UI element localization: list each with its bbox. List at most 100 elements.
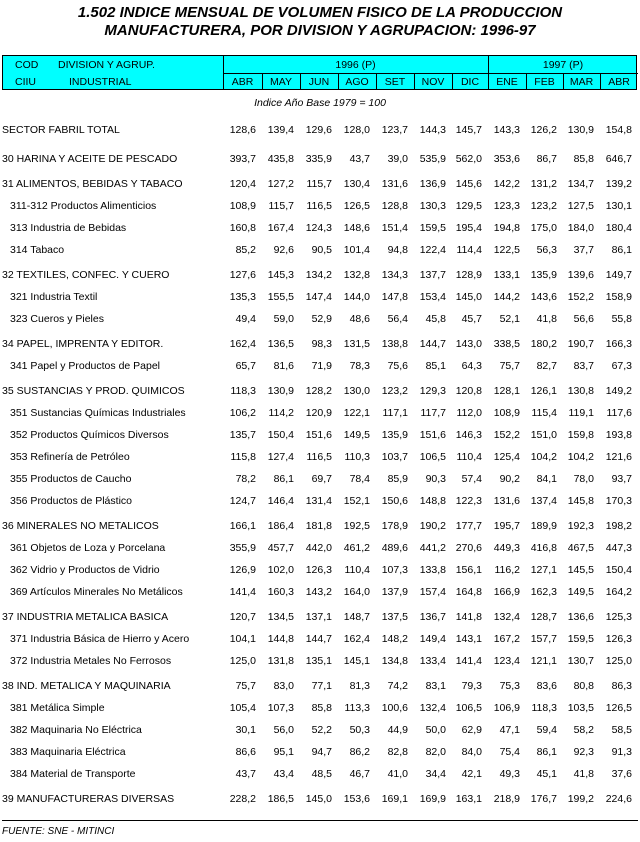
value-cell: 46,7 (349, 768, 370, 780)
group-row: 341 Papel y Productos de Papel 65,7 81,6 71… (0, 359, 640, 381)
row-label: 37 INDUSTRIA METALICA BASICA (2, 611, 169, 623)
header-column-divider (376, 73, 377, 90)
value-cell: 122,5 (493, 244, 520, 256)
value-cell: 128,9 (455, 269, 482, 281)
header-month: MAY (270, 76, 292, 88)
value-cell: 130,0 (343, 385, 370, 397)
value-cell: 119,1 (568, 407, 595, 419)
value-cell: 48,5 (311, 768, 332, 780)
value-cell: 646,7 (605, 153, 632, 165)
value-cell: 84,1 (536, 473, 557, 485)
value-cell: 134,2 (305, 269, 332, 281)
value-cell: 160,8 (229, 222, 256, 234)
value-cell: 62,9 (461, 724, 482, 736)
group-row: 369 Artículos Minerales No Metálicos 141,… (0, 585, 640, 607)
value-cell: 122,1 (343, 407, 370, 419)
value-cell: 130,7 (567, 655, 594, 667)
value-cell: 190,7 (567, 338, 594, 350)
value-cell: 110,3 (344, 451, 371, 463)
value-cell: 152,2 (567, 291, 594, 303)
value-cell: 144,2 (493, 291, 520, 303)
header-year-1996: 1996 (P) (335, 59, 376, 71)
row-label: 314 Tabaco (10, 244, 65, 256)
value-cell: 143,2 (305, 586, 332, 598)
row-label: 34 PAPEL, IMPRENTA Y EDITOR. (2, 338, 164, 350)
value-cell: 148,8 (419, 495, 446, 507)
value-cell: 101,4 (343, 244, 370, 256)
group-row: 313 Industria de Bebidas 160,8 167,4 124,3 1… (0, 221, 640, 243)
row-label: 321 Industria Textil (10, 291, 98, 303)
value-cell: 147,8 (381, 291, 408, 303)
value-cell: 75,7 (235, 680, 256, 692)
value-cell: 151,0 (530, 429, 557, 441)
value-cell: 355,9 (229, 542, 256, 554)
value-cell: 121,1 (530, 655, 557, 667)
value-cell: 128,1 (493, 385, 520, 397)
row-label: 383 Maquinaria Eléctrica (10, 746, 126, 758)
value-cell: 58,5 (611, 724, 632, 736)
value-cell: 158,9 (605, 291, 632, 303)
value-cell: 137,1 (305, 611, 332, 623)
value-cell: 103,5 (567, 702, 594, 714)
header-month: ENE (496, 76, 518, 88)
value-cell: 110,4 (456, 451, 483, 463)
value-cell: 125,0 (605, 655, 632, 667)
division-row: 32 TEXTILES, CONFEC. Y CUERO 127,6 145,3 13… (0, 268, 640, 290)
value-cell: 195,4 (455, 222, 482, 234)
value-cell: 169,1 (381, 793, 408, 805)
value-cell: 78,0 (573, 473, 594, 485)
value-cell: 189,9 (530, 520, 557, 532)
group-row: 362 Vidrio y Productos de Vidrio 126,9 102… (0, 563, 640, 585)
value-cell: 86,1 (273, 473, 294, 485)
value-cell: 69,7 (311, 473, 332, 485)
value-cell: 112,0 (456, 407, 483, 419)
value-cell: 144,8 (267, 633, 294, 645)
value-cell: 143,0 (455, 338, 482, 350)
value-cell: 116,5 (306, 200, 333, 212)
value-cell: 157,4 (419, 586, 446, 598)
header-column-divider (452, 73, 453, 90)
header-month: FEB (534, 76, 555, 88)
value-cell: 166,9 (493, 586, 520, 598)
value-cell: 79,3 (461, 680, 482, 692)
group-row: 371 Industria Básica de Hierro y Acero 10… (0, 632, 640, 654)
value-cell: 136,6 (567, 611, 594, 623)
header-column-divider (526, 73, 527, 90)
value-cell: 123,3 (493, 200, 520, 212)
value-cell: 84,0 (461, 746, 482, 758)
value-cell: 126,3 (305, 564, 332, 576)
value-cell: 535,9 (419, 153, 446, 165)
value-cell: 194,8 (493, 222, 520, 234)
value-cell: 110,4 (344, 564, 371, 576)
row-label: 39 MANUFACTURERAS DIVERSAS (2, 793, 175, 805)
value-cell: 123,7 (381, 124, 408, 136)
division-row: 36 MINERALES NO METALICOS 166,1 186,4 181,8… (0, 519, 640, 541)
value-cell: 78,2 (235, 473, 256, 485)
value-cell: 151,6 (305, 429, 332, 441)
value-cell: 98,3 (311, 338, 332, 350)
header-month: SET (384, 76, 406, 88)
header-column-divider (338, 73, 339, 90)
header-month: DIC (460, 76, 480, 88)
value-cell: 123,4 (493, 655, 520, 667)
header-cod: COD (15, 59, 39, 71)
value-cell: 441,2 (419, 542, 446, 554)
value-cell: 77,1 (311, 680, 332, 692)
value-cell: 416,8 (530, 542, 557, 554)
value-cell: 59,4 (536, 724, 557, 736)
value-cell: 148,6 (343, 222, 370, 234)
value-cell: 144,7 (419, 338, 446, 350)
value-cell: 56,3 (536, 244, 557, 256)
footer-rule (2, 820, 638, 821)
value-cell: 155,5 (267, 291, 294, 303)
value-cell: 130,1 (605, 200, 632, 212)
value-cell: 120,9 (305, 407, 332, 419)
value-cell: 78,4 (349, 473, 370, 485)
value-cell: 143,6 (530, 291, 557, 303)
value-cell: 124,3 (305, 222, 332, 234)
value-cell: 449,3 (493, 542, 520, 554)
value-cell: 82,0 (425, 746, 446, 758)
row-label: 361 Objetos de Loza y Porcelana (10, 542, 166, 554)
value-cell: 167,4 (267, 222, 294, 234)
value-cell: 150,4 (605, 564, 632, 576)
